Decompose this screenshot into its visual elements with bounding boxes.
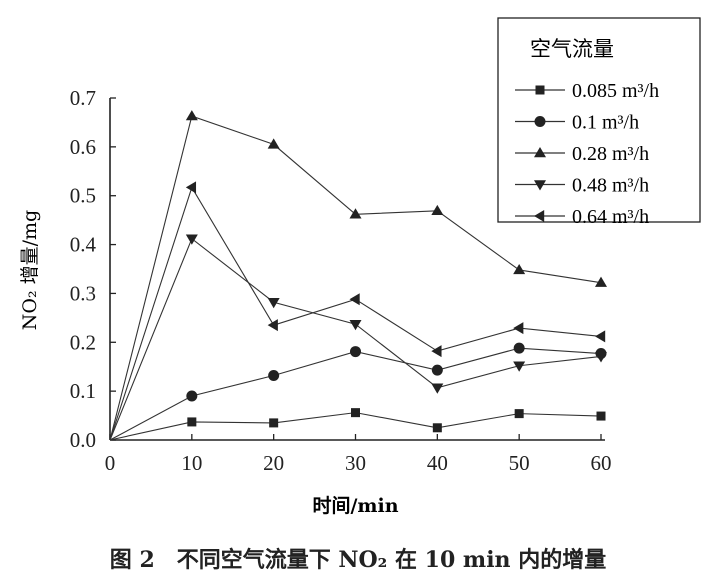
- x-tick-label: 30: [345, 451, 366, 475]
- data-point: [269, 418, 279, 428]
- data-point: [514, 409, 524, 419]
- legend-marker: [534, 147, 546, 158]
- data-point: [186, 390, 198, 402]
- data-point: [513, 342, 525, 354]
- x-tick-label: 20: [263, 451, 284, 475]
- x-tick-label: 40: [427, 451, 448, 475]
- legend-label: 0.1 m³/h: [572, 112, 639, 134]
- x-tick-label: 0: [105, 451, 116, 475]
- legend-marker: [534, 180, 546, 191]
- y-tick-label: 0.6: [70, 135, 96, 159]
- legend-box: [497, 17, 701, 223]
- y-tick-label: 0.5: [70, 184, 96, 208]
- legend-marker: [535, 85, 545, 95]
- data-point: [432, 423, 442, 433]
- figure-caption: 图 2 不同空气流量下 NO₂ 在 10 min 内的增量: [109, 547, 607, 573]
- legend-marker: [534, 210, 545, 222]
- series-triangle-up: [109, 110, 607, 441]
- y-tick-label: 0.2: [70, 330, 96, 354]
- y-tick-label: 0.0: [70, 428, 96, 452]
- data-point: [349, 293, 360, 306]
- data-point: [513, 263, 526, 275]
- data-point: [349, 320, 362, 331]
- data-point: [351, 408, 360, 418]
- legend-label: 0.48 m³/h: [572, 175, 649, 197]
- legend-title: 空气流量: [530, 37, 614, 61]
- data-point: [596, 411, 606, 421]
- data-point: [513, 361, 526, 372]
- data-point: [595, 352, 607, 363]
- data-point: [513, 322, 524, 335]
- x-tick-label: 60: [591, 451, 612, 475]
- data-point: [350, 346, 361, 358]
- data-point: [349, 208, 362, 219]
- series-triangle-down: [109, 234, 607, 441]
- y-tick-label: 0.3: [70, 281, 96, 305]
- chart: 0 10 20 30 40 50 60 0.0 0.1 0.2 0.3 0.4 0.5 0.6 0.7 时间/…: [19, 17, 701, 517]
- x-axis-label: 时间/min: [312, 495, 398, 517]
- data-point: [268, 370, 280, 382]
- y-tick-label: 0.1: [70, 379, 96, 403]
- series-circle: [109, 342, 607, 441]
- legend-label: 0.28 m³/h: [572, 143, 649, 165]
- data-point: [267, 138, 280, 149]
- series-triangle-left: [109, 181, 606, 441]
- data-point: [595, 276, 607, 287]
- y-tick-label: 0.7: [70, 86, 96, 110]
- y-axis-label: NO₂ 增量/mg: [19, 210, 41, 330]
- data-point: [267, 298, 280, 309]
- series-line: [109, 347, 602, 441]
- data-point: [431, 345, 442, 358]
- data-point: [185, 110, 198, 121]
- data-point: [185, 234, 198, 245]
- series-line: [109, 186, 602, 441]
- legend: 空气流量 0.085 m³/h 0.1 m³/h 0.28 m³/h 0.48 m³/h…: [497, 17, 701, 228]
- data-point: [185, 181, 197, 194]
- data-point: [431, 383, 444, 394]
- y-tick-label: 0.4: [70, 233, 97, 257]
- data-point: [595, 330, 606, 343]
- data-point: [431, 204, 444, 216]
- legend-marker: [534, 116, 546, 127]
- legend-label: 0.64 m³/h: [572, 206, 649, 228]
- series-square: [109, 408, 606, 441]
- data-point: [267, 319, 278, 332]
- x-tick-label: 50: [509, 451, 530, 475]
- x-tick-label: 10: [181, 451, 202, 475]
- data-point: [431, 364, 443, 376]
- data-point: [187, 417, 197, 427]
- legend-label: 0.085 m³/h: [572, 80, 659, 102]
